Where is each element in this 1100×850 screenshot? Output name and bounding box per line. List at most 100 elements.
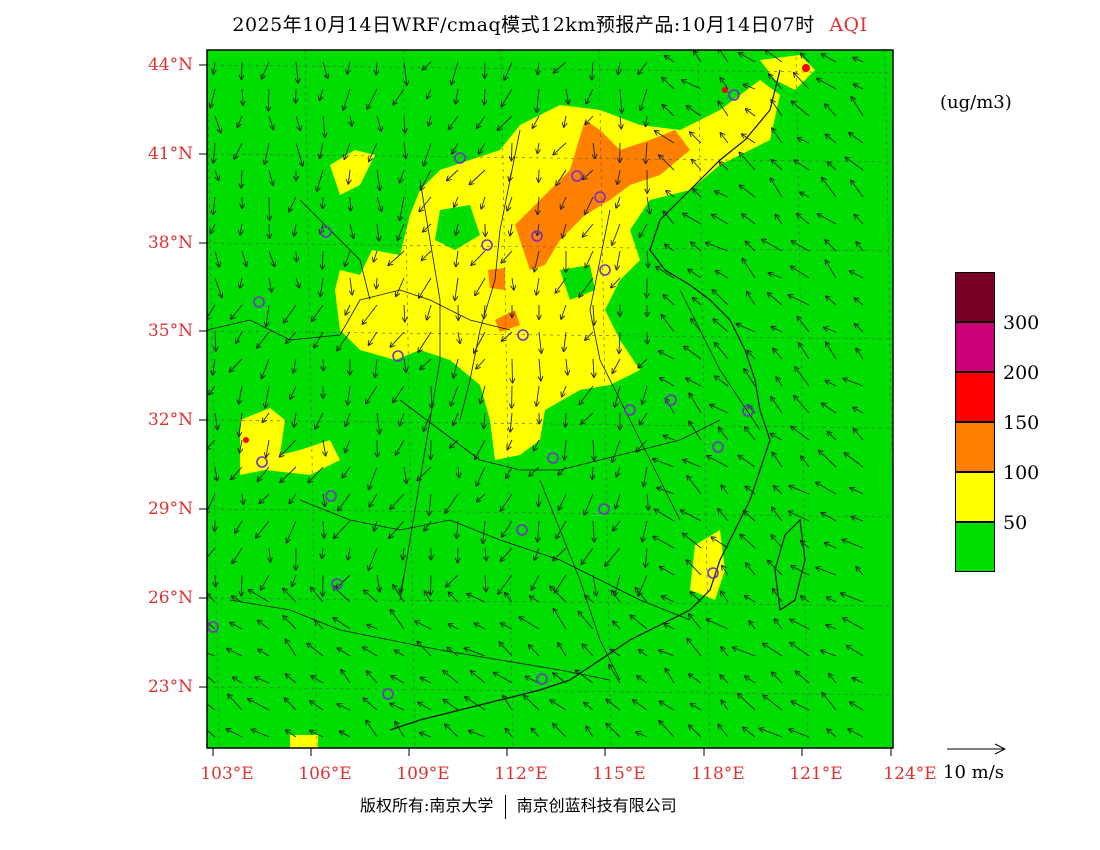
wind-arrow xyxy=(826,381,837,387)
wind-arrow xyxy=(475,439,486,459)
wind-arrow xyxy=(690,132,702,144)
wind-arrow xyxy=(286,331,297,343)
footer-left: 版权所有:南京大学 xyxy=(360,796,494,815)
wind-arrow xyxy=(447,648,459,657)
wind-arrow xyxy=(638,61,648,74)
wind-arrow xyxy=(817,79,837,90)
wind-arrow xyxy=(794,160,810,171)
wind-arrow xyxy=(512,358,513,383)
wind-arrow xyxy=(765,50,783,63)
wind-arrow xyxy=(763,695,783,711)
wind-arrow xyxy=(502,88,513,106)
wind-arrow xyxy=(826,342,837,360)
wind-arrow xyxy=(530,596,540,603)
wind-arrow xyxy=(744,511,756,522)
wind-arrow xyxy=(827,432,837,441)
wind-arrow xyxy=(474,623,486,630)
wind-arrow xyxy=(691,242,702,252)
wind-arrow xyxy=(694,51,702,63)
wind-arrow xyxy=(507,439,513,449)
wind-arrow xyxy=(415,621,432,630)
wind-arrow xyxy=(427,88,432,99)
wind-arrow xyxy=(850,488,864,495)
aqi-unhealthy-spot xyxy=(802,64,810,72)
wind-arrow xyxy=(683,214,702,225)
colorbar-swatch-4 xyxy=(955,322,995,372)
wind-arrow xyxy=(343,88,351,110)
wind-arrow xyxy=(450,439,459,448)
wind-arrow xyxy=(822,54,837,63)
station-marker xyxy=(547,452,559,464)
wind-arrow xyxy=(242,88,243,105)
wind-arrow xyxy=(592,574,596,596)
wind-arrow xyxy=(448,624,459,630)
wind-arrow xyxy=(471,671,486,684)
wind-arrow xyxy=(421,678,432,684)
wind-arrow xyxy=(283,589,297,603)
wind-arrow xyxy=(400,196,405,220)
wind-arrow xyxy=(645,547,647,567)
lon-label: 115°E xyxy=(592,764,646,784)
wind-arrow xyxy=(586,727,594,738)
wind-arrow xyxy=(663,295,675,306)
monitoring-stations xyxy=(207,89,754,700)
wind-arrow xyxy=(566,358,568,375)
station-marker xyxy=(392,350,404,362)
wind-arrow xyxy=(296,61,298,83)
wind-arrow xyxy=(768,293,783,306)
wind-arrow xyxy=(854,429,864,441)
wind-arrow xyxy=(822,403,837,414)
wind-arrow xyxy=(826,134,837,144)
wind-arrow xyxy=(745,427,756,441)
wind-arrow xyxy=(481,196,486,209)
wind-arrow xyxy=(742,134,756,144)
wind-arrow xyxy=(855,324,864,333)
station-marker xyxy=(728,89,740,101)
lon-label: 112°E xyxy=(494,764,548,784)
wind-arrow xyxy=(686,560,702,576)
wind-arrow xyxy=(255,677,270,684)
wind-arrow xyxy=(374,520,377,531)
wind-arrow xyxy=(771,397,783,414)
latitude-gridline xyxy=(207,419,893,429)
wind-arrow xyxy=(531,728,540,738)
footer-right: 南京创蓝科技有限公司 xyxy=(516,796,677,815)
wind-arrow xyxy=(418,703,432,711)
wind-arrow xyxy=(235,520,243,533)
wind-arrow xyxy=(663,211,675,225)
wind-arrow xyxy=(396,277,405,296)
wind-arrow xyxy=(606,700,621,711)
wind-arrow xyxy=(707,619,729,630)
wind-arrow xyxy=(616,196,621,208)
wind-arrow xyxy=(763,643,783,657)
wind-arrow xyxy=(853,58,864,63)
wind-arrow xyxy=(553,142,567,155)
wind-arrow xyxy=(425,591,432,603)
wind-arrow xyxy=(660,701,675,711)
lon-label: 124°E xyxy=(883,764,937,784)
wind-arrow xyxy=(505,593,513,603)
wind-arrow xyxy=(269,547,270,562)
wind-arrow xyxy=(417,642,432,657)
wind-arrow xyxy=(232,596,243,603)
wind-arrow xyxy=(445,724,459,738)
wind-arrow xyxy=(529,645,540,657)
station-marker xyxy=(742,405,754,417)
wind-arrow xyxy=(289,493,297,503)
wind-arrow xyxy=(854,84,864,90)
wind-arrow xyxy=(539,358,541,381)
wind-arrow xyxy=(213,61,215,74)
wind-arrow xyxy=(295,115,300,130)
wind-arrow xyxy=(363,304,378,324)
wind-arrow xyxy=(538,196,539,214)
wind-arrow xyxy=(553,724,567,738)
wind-arrow xyxy=(791,266,810,279)
longitude-gridline xyxy=(697,50,711,748)
wind-arrow xyxy=(539,169,540,182)
wind-arrow xyxy=(789,729,810,738)
station-marker xyxy=(517,329,529,341)
wind-arrow xyxy=(745,596,756,603)
wind-arrow xyxy=(716,271,729,279)
station-marker xyxy=(253,296,265,308)
wind-arrow xyxy=(550,700,567,711)
